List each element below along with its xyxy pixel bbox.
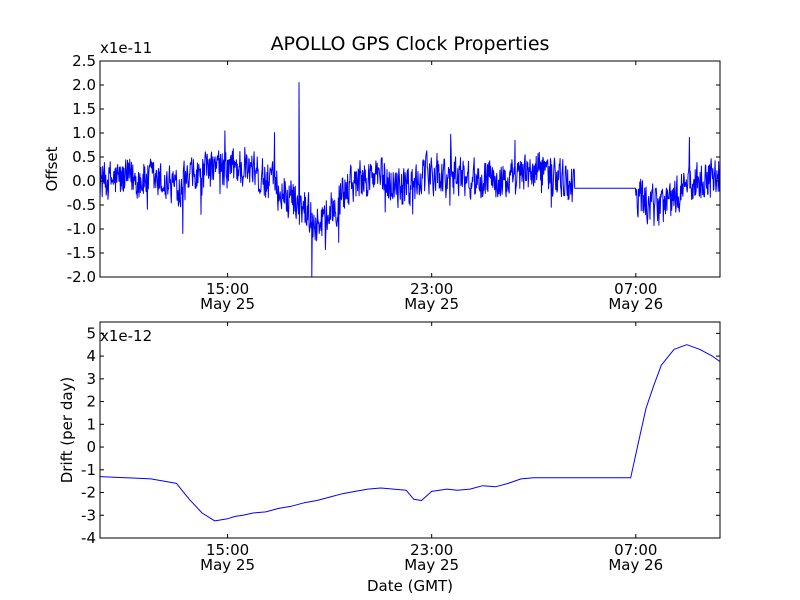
- y-tick-label: 5: [86, 324, 96, 342]
- y-tick-label: 1.5: [72, 100, 96, 118]
- x-tick-label-time: 07:00: [614, 280, 657, 298]
- y-tick-label: -1.5: [67, 244, 96, 262]
- x-tick-label-time: 15:00: [206, 541, 249, 559]
- offset-line: [99, 82, 721, 278]
- y-tick-label: 3: [86, 370, 96, 388]
- y-tick-label: 0.0: [72, 172, 96, 190]
- y-tick-label: -2: [81, 484, 96, 502]
- drift-multiplier-label: x1e-12: [100, 327, 152, 345]
- y-tick-label: 0.5: [72, 148, 96, 166]
- offset-y-axis-label: Offset: [43, 146, 61, 191]
- offset-series: [99, 82, 721, 278]
- drift-y-axis-label: Drift (per day): [58, 377, 76, 484]
- y-tick-label: -3: [81, 506, 96, 524]
- y-tick-label: -0.5: [67, 196, 96, 214]
- y-tick-label: 1: [86, 415, 96, 433]
- y-tick-label: -1.0: [67, 220, 96, 238]
- x-tick-label-date: May 25: [404, 556, 459, 574]
- y-tick-label: 1.0: [72, 124, 96, 142]
- y-tick-label: 2.5: [72, 52, 96, 70]
- offset-multiplier-label: x1e-11: [100, 39, 152, 57]
- drift-series: [99, 344, 721, 522]
- y-tick-label: -2.0: [67, 268, 96, 286]
- x-tick-label-date: May 25: [404, 295, 459, 313]
- offset-panel: -2.0 -1.5 -1.0 -0.5 0.0 0.5 1.0 1.5 2.0 2.5 15:00…: [43, 39, 721, 313]
- x-tick-label-date: May 25: [200, 556, 255, 574]
- y-tick-label: -4: [81, 529, 96, 547]
- y-tick-label: 4: [86, 347, 96, 365]
- y-tick-label: 0: [86, 438, 96, 456]
- drift-line: [99, 344, 721, 522]
- y-tick-label: -1: [81, 461, 96, 479]
- chart-title: APOLLO GPS Clock Properties: [271, 33, 550, 55]
- offset-plot-frame: [99, 60, 721, 278]
- x-tick-label-date: May 26: [608, 556, 663, 574]
- x-tick-label-time: 23:00: [410, 280, 453, 298]
- x-tick-label-time: 15:00: [206, 280, 249, 298]
- offset-y-axis: -2.0 -1.5 -1.0 -0.5 0.0 0.5 1.0 1.5 2.0 2.5: [67, 52, 720, 286]
- x-tick-label-date: May 26: [608, 295, 663, 313]
- drift-y-axis: -4 -3 -2 -1 0 1 2 3 4 5: [81, 324, 720, 547]
- x-tick-label-date: May 25: [200, 295, 255, 313]
- x-axis-label: Date (GMT): [367, 577, 453, 595]
- x-tick-label-time: 23:00: [410, 541, 453, 559]
- drift-plot-frame: [99, 321, 721, 539]
- y-tick-label: 2.0: [72, 76, 96, 94]
- x-tick-label-time: 07:00: [614, 541, 657, 559]
- y-tick-label: 2: [86, 393, 96, 411]
